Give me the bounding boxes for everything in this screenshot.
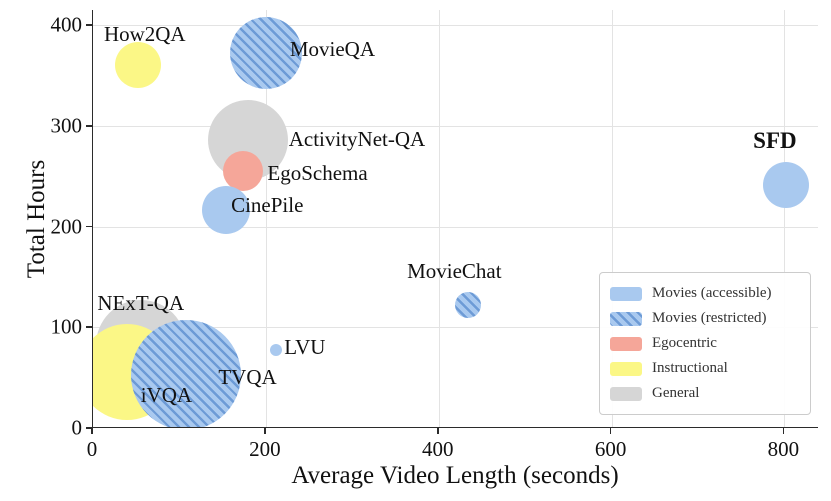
x-tick-label: 0 [86, 437, 98, 461]
label-movieqa: MovieQA [289, 37, 376, 62]
legend-label-egocentric: Egocentric [652, 335, 717, 351]
y-tick-mark [86, 225, 92, 228]
bubble-movieqa [229, 17, 302, 90]
label-cinepile: CinePile [231, 193, 304, 218]
gridline-y-100 [93, 327, 818, 329]
x-tick-mark [91, 428, 93, 434]
gridline-y-400 [93, 25, 818, 27]
x-tick-mark [436, 428, 439, 434]
y-tick-mark [86, 326, 92, 329]
legend-label-movies_restricted: Movies (restricted) [652, 310, 767, 326]
y-tick-label: 0 [71, 415, 83, 440]
gridline-y-200 [93, 226, 818, 228]
y-tick-label: 200 [50, 214, 83, 239]
label-sfd: SFD [753, 128, 797, 154]
legend-swatch-instructional [610, 361, 642, 376]
label-ivqa: iVQA [140, 382, 193, 407]
gridline-x-400 [438, 10, 440, 427]
x-axis-label: Average Video Length (seconds) [291, 462, 619, 489]
gridline-y-300 [93, 125, 818, 127]
label-moviechat: MovieChat [407, 259, 502, 284]
bubble-how2qa [114, 42, 161, 89]
bubble-cinepile [202, 186, 251, 235]
legend-item-movies_restricted: Movies (restricted) [610, 306, 800, 331]
x-tick-mark [609, 428, 612, 434]
legend-label-general: General [652, 385, 700, 401]
x-tick-mark [782, 428, 785, 434]
label-lvu: LVU [284, 335, 326, 360]
x-tick-label: 800 [767, 437, 800, 461]
gridline-x-200 [265, 10, 267, 427]
legend: Movies (accessible) Movies (restricted) Eg… [599, 272, 811, 415]
label-tvqa: TVQA [218, 364, 277, 389]
y-tick-mark [86, 24, 92, 26]
bubble-egoschema [223, 151, 264, 192]
gridline-x-800 [784, 10, 786, 427]
legend-swatch-movies_accessible [610, 286, 642, 301]
bubble-lvu [270, 344, 283, 357]
legend-item-general: General [610, 381, 800, 406]
y-tick-label: 300 [50, 113, 83, 138]
legend-item-movies_accessible: Movies (accessible) [610, 281, 800, 306]
legend-label-instructional: Instructional [652, 360, 728, 376]
gridline-x-600 [611, 10, 613, 427]
bubble-moviechat [455, 292, 482, 319]
bubble-tvqa [131, 319, 242, 427]
x-tick-label: 600 [594, 437, 627, 461]
legend-item-egocentric: Egocentric [610, 331, 800, 356]
y-tick-label: 100 [50, 314, 83, 339]
y-tick-mark [86, 427, 92, 429]
legend-swatch-egocentric [610, 336, 642, 351]
y-tick-label: 400 [50, 12, 83, 37]
legend-label-movies_accessible: Movies (accessible) [652, 285, 772, 301]
y-tick-mark [86, 125, 92, 127]
bubble-sfd [763, 162, 810, 209]
plot-area: Movies (accessible) Movies (restricted) Eg… [92, 10, 818, 428]
x-tick-label: 400 [421, 437, 454, 461]
legend-swatch-movies_restricted [610, 311, 642, 326]
label-activitynet-qa: ActivityNet-QA [288, 126, 426, 151]
label-egoschema: EgoSchema [267, 161, 368, 186]
label-how2qa: How2QA [103, 22, 186, 47]
label-next-qa: NExT-QA [97, 291, 185, 316]
legend-swatch-general [610, 386, 642, 401]
x-tick-label: 200 [249, 437, 281, 461]
x-tick-mark [264, 428, 266, 434]
legend-item-instructional: Instructional [610, 356, 800, 381]
